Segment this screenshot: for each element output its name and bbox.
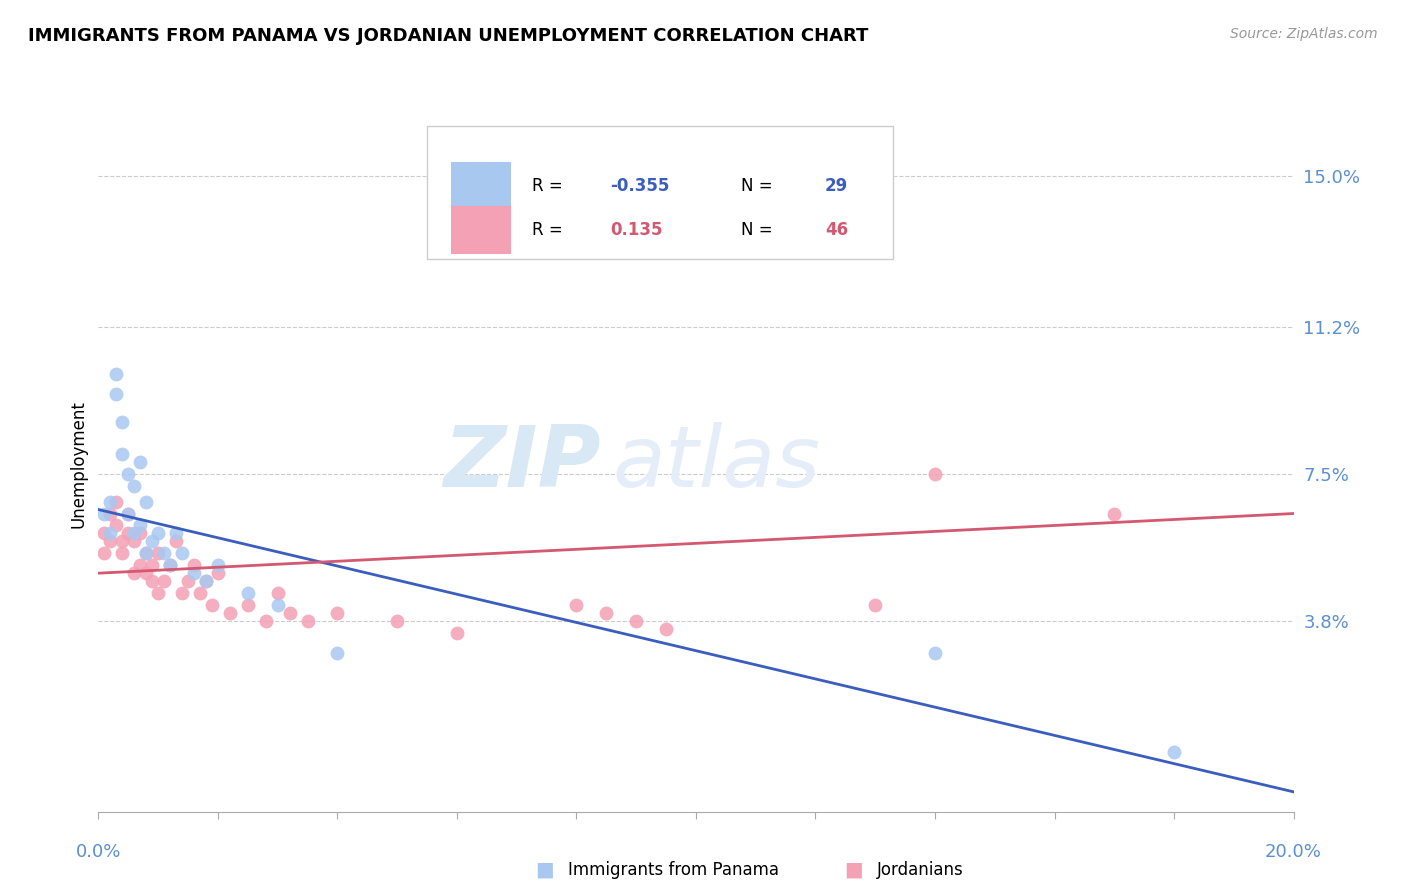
- FancyBboxPatch shape: [427, 127, 893, 259]
- Point: [194, 574, 218, 588]
- Point: [105, 518, 128, 533]
- Point: [105, 368, 128, 382]
- Point: [165, 534, 187, 549]
- Point: [117, 507, 139, 521]
- Point: [207, 566, 229, 581]
- Point: [111, 534, 134, 549]
- Text: N =: N =: [741, 178, 779, 195]
- Point: [297, 614, 319, 628]
- Point: [267, 586, 290, 600]
- Point: [124, 526, 146, 541]
- Point: [236, 598, 259, 612]
- Point: [595, 606, 617, 620]
- Point: [124, 479, 146, 493]
- Point: [129, 455, 152, 469]
- Text: Source: ZipAtlas.com: Source: ZipAtlas.com: [1230, 27, 1378, 41]
- Point: [117, 507, 139, 521]
- Point: [172, 546, 194, 560]
- Point: [129, 518, 152, 533]
- Point: [124, 566, 146, 581]
- Point: [267, 598, 290, 612]
- Point: [924, 467, 946, 481]
- Point: [98, 526, 122, 541]
- Text: Jordanians: Jordanians: [877, 861, 965, 879]
- Point: [446, 625, 468, 640]
- Text: N =: N =: [741, 221, 779, 239]
- Point: [135, 566, 157, 581]
- Bar: [451, 161, 510, 211]
- Point: [153, 546, 176, 560]
- Point: [385, 614, 409, 628]
- Point: [165, 526, 187, 541]
- Point: [326, 646, 349, 660]
- Point: [159, 558, 181, 573]
- Text: IMMIGRANTS FROM PANAMA VS JORDANIAN UNEMPLOYMENT CORRELATION CHART: IMMIGRANTS FROM PANAMA VS JORDANIAN UNEM…: [28, 27, 869, 45]
- Point: [188, 586, 211, 600]
- Point: [207, 558, 229, 573]
- Text: 20.0%: 20.0%: [1265, 843, 1322, 861]
- Point: [105, 494, 128, 508]
- Point: [236, 586, 259, 600]
- Point: [148, 546, 170, 560]
- Text: R =: R =: [533, 221, 568, 239]
- Point: [135, 546, 157, 560]
- Point: [135, 546, 157, 560]
- Point: [129, 526, 152, 541]
- Text: 0.0%: 0.0%: [76, 843, 121, 861]
- Point: [254, 614, 277, 628]
- Point: [1104, 507, 1126, 521]
- Point: [278, 606, 301, 620]
- Text: ▪: ▪: [534, 855, 555, 884]
- Point: [129, 558, 152, 573]
- Point: [183, 566, 205, 581]
- Point: [172, 586, 194, 600]
- Point: [105, 387, 128, 401]
- Point: [865, 598, 887, 612]
- Text: 29: 29: [825, 178, 848, 195]
- Point: [219, 606, 242, 620]
- Point: [98, 534, 122, 549]
- Point: [1163, 745, 1185, 759]
- Point: [148, 586, 170, 600]
- Point: [135, 494, 157, 508]
- Y-axis label: Unemployment: Unemployment: [69, 400, 87, 528]
- Point: [201, 598, 224, 612]
- Point: [326, 606, 349, 620]
- Point: [148, 526, 170, 541]
- Point: [111, 415, 134, 429]
- Point: [141, 558, 163, 573]
- Point: [93, 507, 115, 521]
- Point: [93, 546, 115, 560]
- Point: [124, 534, 146, 549]
- Point: [98, 494, 122, 508]
- Text: 0.135: 0.135: [610, 221, 662, 239]
- Point: [117, 467, 139, 481]
- Point: [565, 598, 588, 612]
- Point: [141, 574, 163, 588]
- Point: [177, 574, 200, 588]
- Point: [98, 507, 122, 521]
- Text: Immigrants from Panama: Immigrants from Panama: [568, 861, 779, 879]
- Text: ▪: ▪: [844, 855, 865, 884]
- Point: [153, 574, 176, 588]
- Text: -0.355: -0.355: [610, 178, 669, 195]
- Bar: [451, 206, 510, 254]
- Point: [141, 534, 163, 549]
- Point: [655, 622, 678, 636]
- Point: [159, 558, 181, 573]
- Point: [117, 526, 139, 541]
- Point: [624, 614, 647, 628]
- Text: atlas: atlas: [612, 422, 820, 506]
- Point: [111, 447, 134, 461]
- Point: [111, 546, 134, 560]
- Text: 46: 46: [825, 221, 848, 239]
- Point: [93, 526, 115, 541]
- Point: [924, 646, 946, 660]
- Point: [194, 574, 218, 588]
- Text: ZIP: ZIP: [443, 422, 600, 506]
- Text: R =: R =: [533, 178, 568, 195]
- Point: [183, 558, 205, 573]
